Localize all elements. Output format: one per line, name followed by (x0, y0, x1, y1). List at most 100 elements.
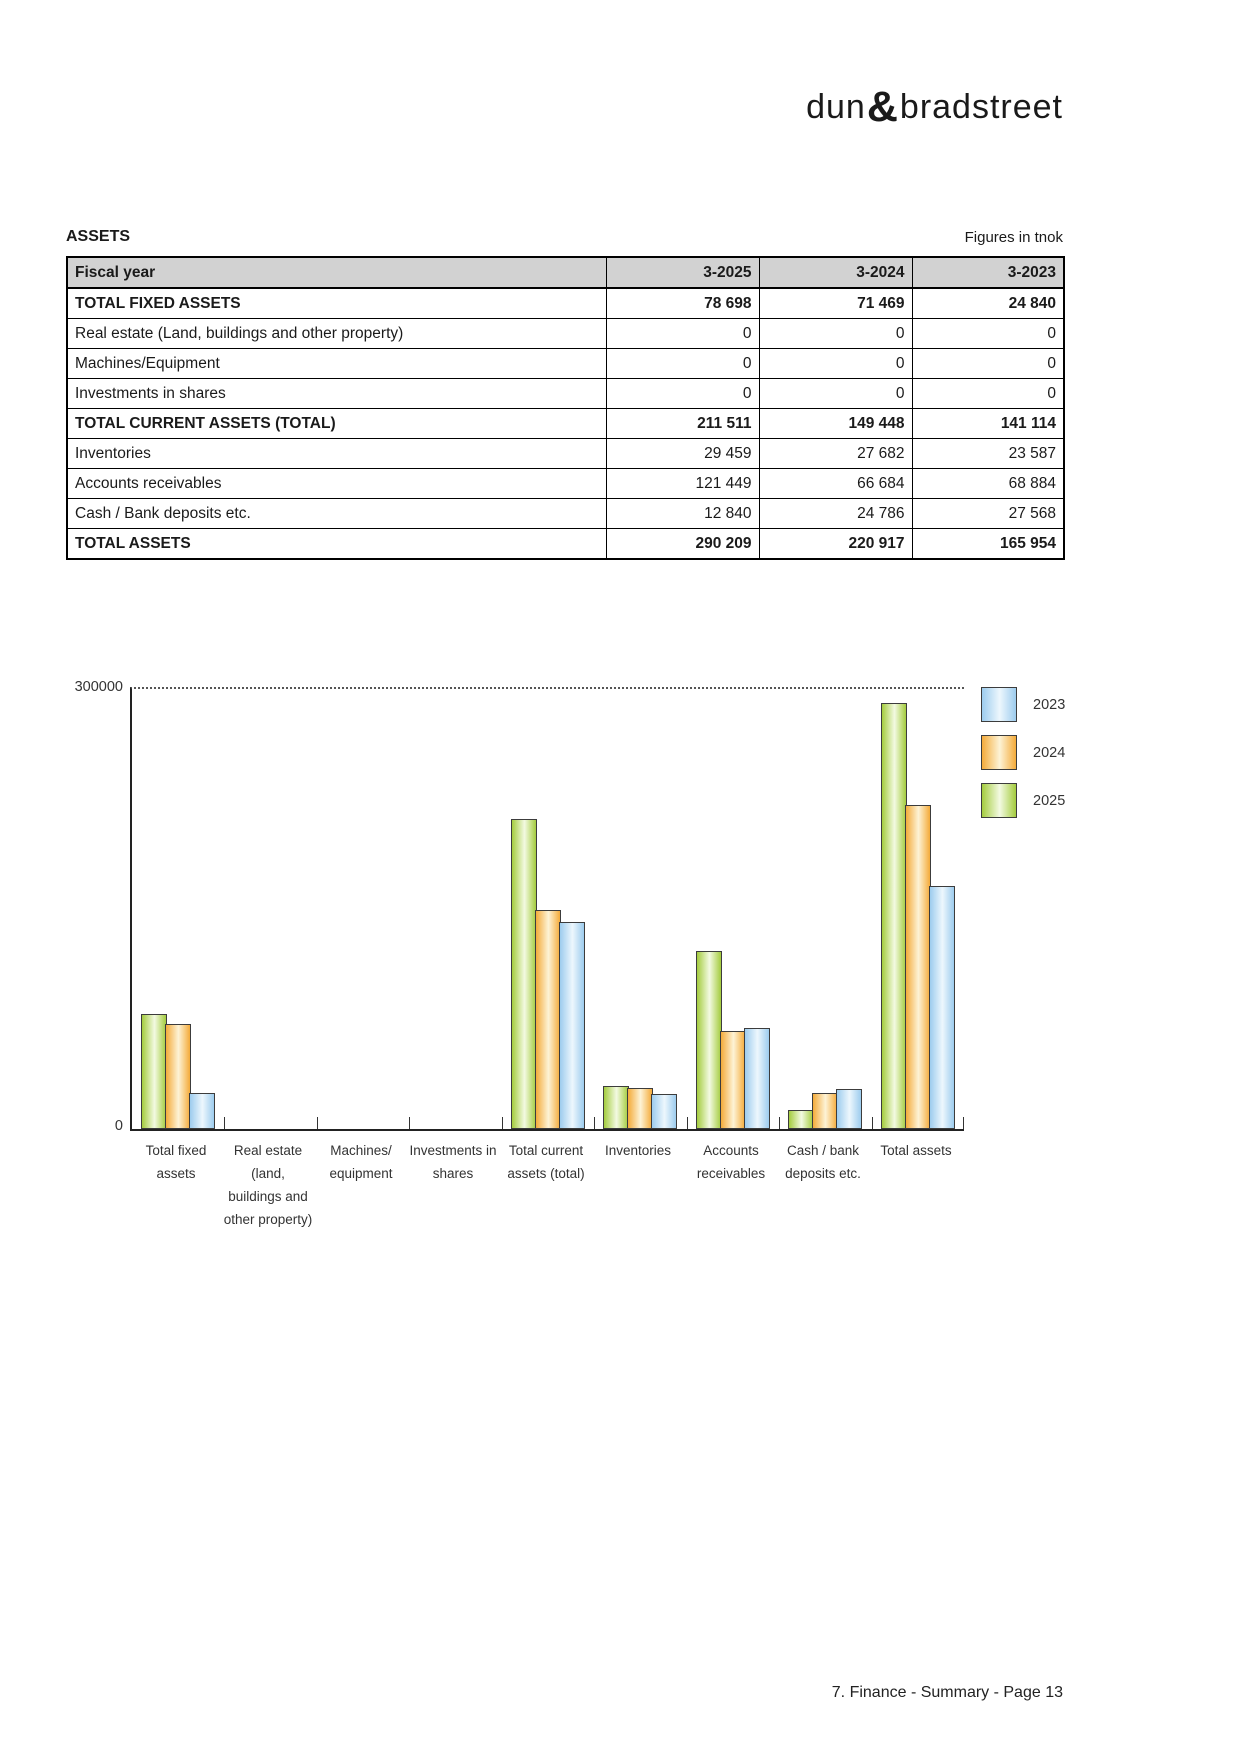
bar-2025-accounts-receivables (696, 951, 722, 1129)
row-label: TOTAL FIXED ASSETS (66, 287, 607, 319)
row-label: Accounts receivables (66, 468, 607, 499)
row-value: 0 (911, 318, 1065, 349)
row-value: 211 511 (605, 408, 760, 439)
table-row: Cash / Bank deposits etc. 12 840 24 786 27 … (66, 498, 1065, 529)
row-value: 24 786 (758, 498, 913, 529)
row-value: 0 (911, 378, 1065, 409)
table-row: Real estate (Land, buildings and other p… (66, 318, 1065, 349)
bar-2025-total-assets (881, 703, 907, 1129)
logo-word-dun: dun (806, 88, 866, 126)
row-value: 68 884 (911, 468, 1065, 499)
legend-swatch-2023 (981, 687, 1017, 722)
table-row: Accounts receivables 121 449 66 684 68 884 (66, 468, 1065, 499)
x-axis-tick (317, 1117, 318, 1129)
dun-bradstreet-logo: dun & bradstreet (806, 80, 1063, 131)
bar-2023-cash-bank-deposits-etc- (836, 1089, 862, 1129)
bar-2025-cash-bank-deposits-etc- (788, 1110, 814, 1129)
row-value: 165 954 (911, 528, 1065, 560)
legend-label: 2025 (1033, 792, 1066, 809)
row-value: 78 698 (605, 287, 760, 319)
bar-2025-total-fixed-assets (141, 1014, 167, 1129)
logo-word-bradstreet: bradstreet (899, 88, 1063, 126)
row-label: Machines/Equipment (66, 348, 607, 379)
table-row: TOTAL FIXED ASSETS 78 698 71 469 24 840 (66, 287, 1065, 319)
x-axis-tick (224, 1117, 225, 1129)
row-label: Real estate (Land, buildings and other p… (66, 318, 607, 349)
page-footer: 7. Finance - Summary - Page 13 (831, 1684, 1063, 1701)
table-row: Inventories 29 459 27 682 23 587 (66, 438, 1065, 469)
bar-2025-inventories (603, 1086, 629, 1129)
row-value: 23 587 (911, 438, 1065, 469)
row-value: 220 917 (758, 528, 913, 560)
row-value: 27 682 (758, 438, 913, 469)
row-value: 71 469 (758, 287, 913, 319)
table-row: TOTAL CURRENT ASSETS (TOTAL) 211 511 149 4… (66, 408, 1065, 439)
x-axis-label: Accounts receivables (696, 1143, 766, 1181)
row-value: 27 568 (911, 498, 1065, 529)
row-value: 0 (758, 378, 913, 409)
table-row: Machines/Equipment 0 0 0 (66, 348, 1065, 379)
legend-item-2024: 2024 (981, 735, 1065, 770)
bar-2023-accounts-receivables (744, 1028, 770, 1129)
row-value: 121 449 (605, 468, 760, 499)
row-value: 149 448 (758, 408, 913, 439)
row-label: Inventories (66, 438, 607, 469)
units-note: Figures in tnok (964, 229, 1063, 246)
row-value: 0 (605, 348, 760, 379)
row-value: 0 (605, 378, 760, 409)
bar-2024-accounts-receivables (720, 1031, 746, 1129)
row-value: 141 114 (911, 408, 1065, 439)
bar-2023-total-fixed-assets (189, 1093, 215, 1129)
row-value: 29 459 (605, 438, 760, 469)
column-header: 3-2024 (758, 256, 913, 289)
bar-2024-total-fixed-assets (165, 1024, 191, 1129)
x-axis-label: Machines/ equipment (329, 1143, 393, 1181)
bar-2024-inventories (627, 1088, 653, 1129)
x-axis-tick (409, 1117, 410, 1129)
y-axis-max-label: 300000 (74, 679, 123, 695)
bar-2024-cash-bank-deposits-etc- (812, 1093, 838, 1129)
row-value: 12 840 (605, 498, 760, 529)
logo-ampersand-icon: & (866, 83, 899, 131)
row-value: 0 (605, 318, 760, 349)
legend-swatch-2024 (981, 735, 1017, 770)
row-label: TOTAL ASSETS (66, 528, 607, 560)
row-label: Cash / Bank deposits etc. (66, 498, 607, 529)
table-row: Investments in shares 0 0 0 (66, 378, 1065, 409)
x-axis-tick (594, 1117, 595, 1129)
bar-2023-total-assets (929, 886, 955, 1129)
x-axis-label: Real estate (land, buildings and other p… (223, 1143, 313, 1227)
bar-2024-total-current-assets-total- (535, 910, 561, 1129)
x-axis-label: Inventories (604, 1143, 672, 1158)
legend-item-2023: 2023 (981, 687, 1065, 722)
bar-2023-total-current-assets-total- (559, 922, 585, 1129)
legend-swatch-2025 (981, 783, 1017, 818)
x-axis-label: Investments in shares (409, 1143, 497, 1181)
legend-label: 2024 (1033, 744, 1066, 761)
x-axis-label: Total current assets (total) (507, 1143, 585, 1181)
column-header: Fiscal year (66, 256, 607, 289)
x-axis-label: Total assets (880, 1143, 952, 1158)
table-row: TOTAL ASSETS 290 209 220 917 165 954 (66, 528, 1065, 560)
row-value: 24 840 (911, 287, 1065, 319)
section-title: ASSETS (66, 228, 131, 245)
row-label: Investments in shares (66, 378, 607, 409)
y-axis-min-label: 0 (114, 1118, 123, 1134)
bar-2025-total-current-assets-total- (511, 819, 537, 1129)
row-value: 290 209 (605, 528, 760, 560)
legend-item-2025: 2025 (981, 783, 1065, 818)
row-value: 0 (911, 348, 1065, 379)
x-axis-label: Total fixed assets (145, 1143, 207, 1181)
chart-legend: 2023 2024 2025 (981, 687, 1065, 831)
row-value: 66 684 (758, 468, 913, 499)
row-value: 0 (758, 348, 913, 379)
x-axis-label: Cash / bank deposits etc. (785, 1143, 861, 1181)
x-axis-tick (687, 1117, 688, 1129)
row-value: 0 (758, 318, 913, 349)
assets-bar-chart (130, 687, 964, 1131)
x-axis-tick (963, 1117, 964, 1129)
assets-table-body: Fiscal year 3-2025 3-2024 3-2023 TOTAL FIXED… (66, 256, 1065, 560)
legend-label: 2023 (1033, 696, 1066, 713)
table-header-row: Fiscal year 3-2025 3-2024 3-2023 (66, 256, 1065, 289)
